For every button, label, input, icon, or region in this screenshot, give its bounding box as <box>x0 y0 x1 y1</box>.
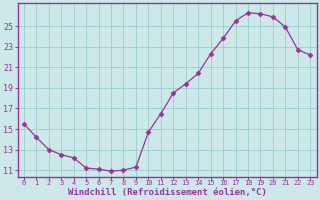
X-axis label: Windchill (Refroidissement éolien,°C): Windchill (Refroidissement éolien,°C) <box>68 188 267 197</box>
